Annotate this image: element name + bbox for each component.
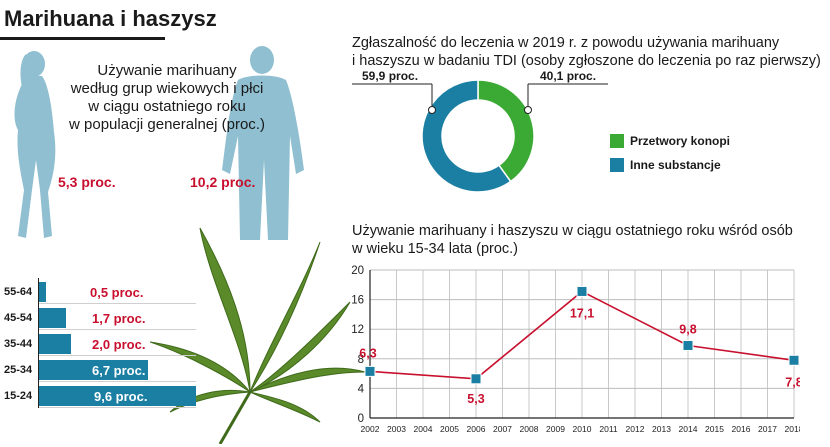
bar-value-label: 1,7 proc. bbox=[92, 311, 146, 326]
men-value: 10,2 proc. bbox=[190, 174, 256, 190]
x-tick-label: 2003 bbox=[387, 424, 406, 434]
bar bbox=[38, 282, 47, 302]
line-title-line: w wieku 15-34 lata (proc.) bbox=[352, 241, 519, 257]
bar-category-label: 15-24 bbox=[4, 390, 33, 402]
donut-value-label-other: 59,9 proc. bbox=[362, 70, 418, 83]
data-point bbox=[470, 373, 482, 385]
x-tick-label: 2005 bbox=[440, 424, 459, 434]
data-label: 5,3 bbox=[467, 392, 484, 406]
bar-baseline bbox=[38, 381, 196, 382]
women-value: 5,3 proc. bbox=[58, 174, 116, 190]
donut-slice bbox=[421, 79, 512, 193]
x-tick-label: 2016 bbox=[732, 424, 751, 434]
x-tick-label: 2008 bbox=[520, 424, 539, 434]
data-label: 9,8 bbox=[679, 322, 696, 336]
legend-label-other: Inne substancje bbox=[630, 158, 721, 172]
x-tick-label: 2006 bbox=[467, 424, 486, 434]
y-tick-label: 8 bbox=[358, 354, 364, 366]
donut-slice bbox=[477, 79, 535, 183]
data-label: 7,8 bbox=[785, 375, 800, 389]
leader-dot-other bbox=[428, 106, 436, 114]
bar-baseline bbox=[38, 329, 196, 330]
donut-title-line: Zgłaszalność do leczenia w 2019 r. z pow… bbox=[352, 35, 780, 51]
donut-chart-title: Zgłaszalność do leczenia w 2019 r. z pow… bbox=[352, 34, 822, 70]
x-tick-label: 2011 bbox=[599, 424, 618, 434]
title-rule bbox=[0, 37, 165, 40]
bar-value-label: 0,5 proc. bbox=[90, 285, 144, 300]
data-point bbox=[576, 285, 588, 297]
data-label: 6,3 bbox=[359, 346, 376, 360]
data-point bbox=[788, 354, 800, 366]
x-tick-label: 2010 bbox=[573, 424, 592, 434]
donut-title-line: i haszyszu w badaniu TDI (osoby zgłoszon… bbox=[352, 53, 821, 69]
legend-swatch-cannabis bbox=[610, 134, 624, 148]
legend-label-cannabis: Przetwory konopi bbox=[630, 134, 731, 148]
bar-baseline bbox=[38, 407, 196, 408]
caption-line: w ciągu ostatniego roku bbox=[88, 98, 246, 115]
x-tick-label: 2007 bbox=[493, 424, 512, 434]
bar bbox=[38, 386, 196, 406]
x-tick-label: 2013 bbox=[652, 424, 671, 434]
cannabis-leaf-icon bbox=[150, 227, 366, 444]
gender-silhouettes bbox=[14, 46, 304, 240]
legend-swatch-other bbox=[610, 158, 624, 172]
line-title-line: Używanie marihuany i haszyszu w ciągu os… bbox=[352, 223, 793, 239]
silhouette-caption: Używanie marihuany według grup wiekowych… bbox=[62, 62, 272, 134]
page-title: Marihuana i haszysz bbox=[4, 6, 217, 31]
y-tick-label: 16 bbox=[351, 295, 364, 307]
x-tick-label: 2017 bbox=[758, 424, 777, 434]
donut-chart: 59,9 proc. 40,1 proc. bbox=[352, 70, 608, 193]
bar bbox=[38, 334, 71, 354]
bar-value-label: 6,7 proc. bbox=[92, 363, 146, 378]
bar-axis bbox=[38, 278, 39, 408]
bar-value-label: 2,0 proc. bbox=[92, 337, 146, 352]
bar-category-label: 45-54 bbox=[4, 312, 33, 324]
y-tick-label: 20 bbox=[351, 265, 364, 277]
data-point bbox=[364, 365, 376, 377]
man-silhouette-icon bbox=[222, 46, 304, 240]
x-tick-label: 2015 bbox=[705, 424, 724, 434]
x-tick-label: 2018 bbox=[785, 424, 800, 434]
leader-dot-cannabis bbox=[524, 106, 532, 114]
woman-silhouette-icon bbox=[14, 51, 56, 238]
y-tick-label: 0 bbox=[358, 413, 364, 425]
x-tick-label: 2002 bbox=[361, 424, 380, 434]
caption-line: według grup wiekowych i płci bbox=[70, 80, 264, 97]
age-bar-chart: 55-64 0,5 proc. 45-54 1,7 proc. 35-44 2,0 pro… bbox=[0, 278, 210, 432]
donut-value-label-cannabis: 40,1 proc. bbox=[540, 70, 596, 83]
data-label: 17,1 bbox=[570, 306, 594, 320]
x-tick-label: 2004 bbox=[414, 424, 433, 434]
bar-category-label: 55-64 bbox=[4, 286, 33, 298]
x-tick-label: 2014 bbox=[679, 424, 698, 434]
bar bbox=[38, 308, 66, 328]
y-tick-label: 4 bbox=[358, 383, 365, 395]
data-point bbox=[682, 339, 694, 351]
bar-baseline bbox=[38, 355, 196, 356]
bar-value-label: 9,6 proc. bbox=[94, 389, 148, 404]
x-tick-label: 2009 bbox=[546, 424, 565, 434]
bar-category-label: 25-34 bbox=[4, 364, 33, 376]
caption-line: Używanie marihuany bbox=[97, 62, 237, 79]
line-chart-title: Używanie marihuany i haszyszu w ciągu os… bbox=[352, 222, 822, 258]
x-tick-label: 2012 bbox=[626, 424, 645, 434]
bar bbox=[38, 360, 149, 380]
caption-line: w populacji generalnej (proc.) bbox=[69, 116, 265, 133]
y-tick-label: 12 bbox=[351, 324, 364, 336]
bar-baseline bbox=[38, 303, 196, 304]
bar-category-label: 35-44 bbox=[4, 338, 33, 350]
